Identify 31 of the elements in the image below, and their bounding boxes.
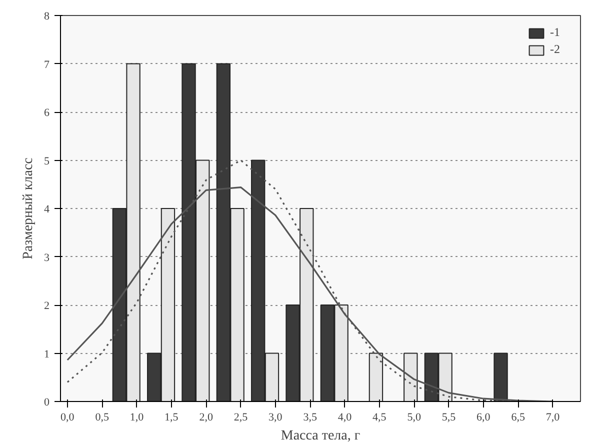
- x-axis-title: Масса тела, г: [280, 428, 360, 444]
- y-tick-label: 4: [44, 204, 50, 216]
- x-tick-label: 1,5: [164, 412, 179, 424]
- y-tick-label: 8: [44, 10, 50, 22]
- x-tick-label: 4,0: [338, 412, 352, 424]
- x-tick-label: 3,0: [268, 412, 283, 424]
- bar: [368, 352, 384, 402]
- x-tick-label: 4,5: [372, 412, 387, 424]
- x-tick-label: 0,5: [95, 412, 110, 424]
- x-tick-label: 6,5: [511, 412, 526, 424]
- x-tick-label: 2,5: [234, 412, 248, 424]
- y-tick-label: 3: [44, 252, 50, 264]
- legend-label: -1: [550, 25, 561, 40]
- y-tick-label: 1: [44, 348, 50, 360]
- x-tick-label: 5,0: [407, 412, 422, 424]
- x-tick-label: 5,5: [442, 412, 456, 424]
- y-tick-label: 0: [44, 396, 50, 408]
- legend-label: -2: [550, 42, 561, 57]
- bar: [404, 352, 418, 402]
- y-tick-label: 5: [44, 155, 50, 168]
- y-tick-label: 6: [44, 107, 50, 119]
- y-tick-label: 7: [44, 58, 50, 71]
- x-tick-label: 6,0: [476, 412, 491, 424]
- y-axis-title: Размерный класс: [21, 158, 36, 260]
- x-tick-label: 7,0: [546, 412, 560, 424]
- y-tick-label: 2: [44, 300, 50, 312]
- x-tick-label: 0,0: [60, 412, 75, 424]
- bar: [494, 352, 508, 402]
- x-tick-label: 2,0: [199, 412, 214, 424]
- x-tick-label: 1,0: [130, 412, 144, 424]
- x-tick-label: 3,5: [303, 412, 318, 424]
